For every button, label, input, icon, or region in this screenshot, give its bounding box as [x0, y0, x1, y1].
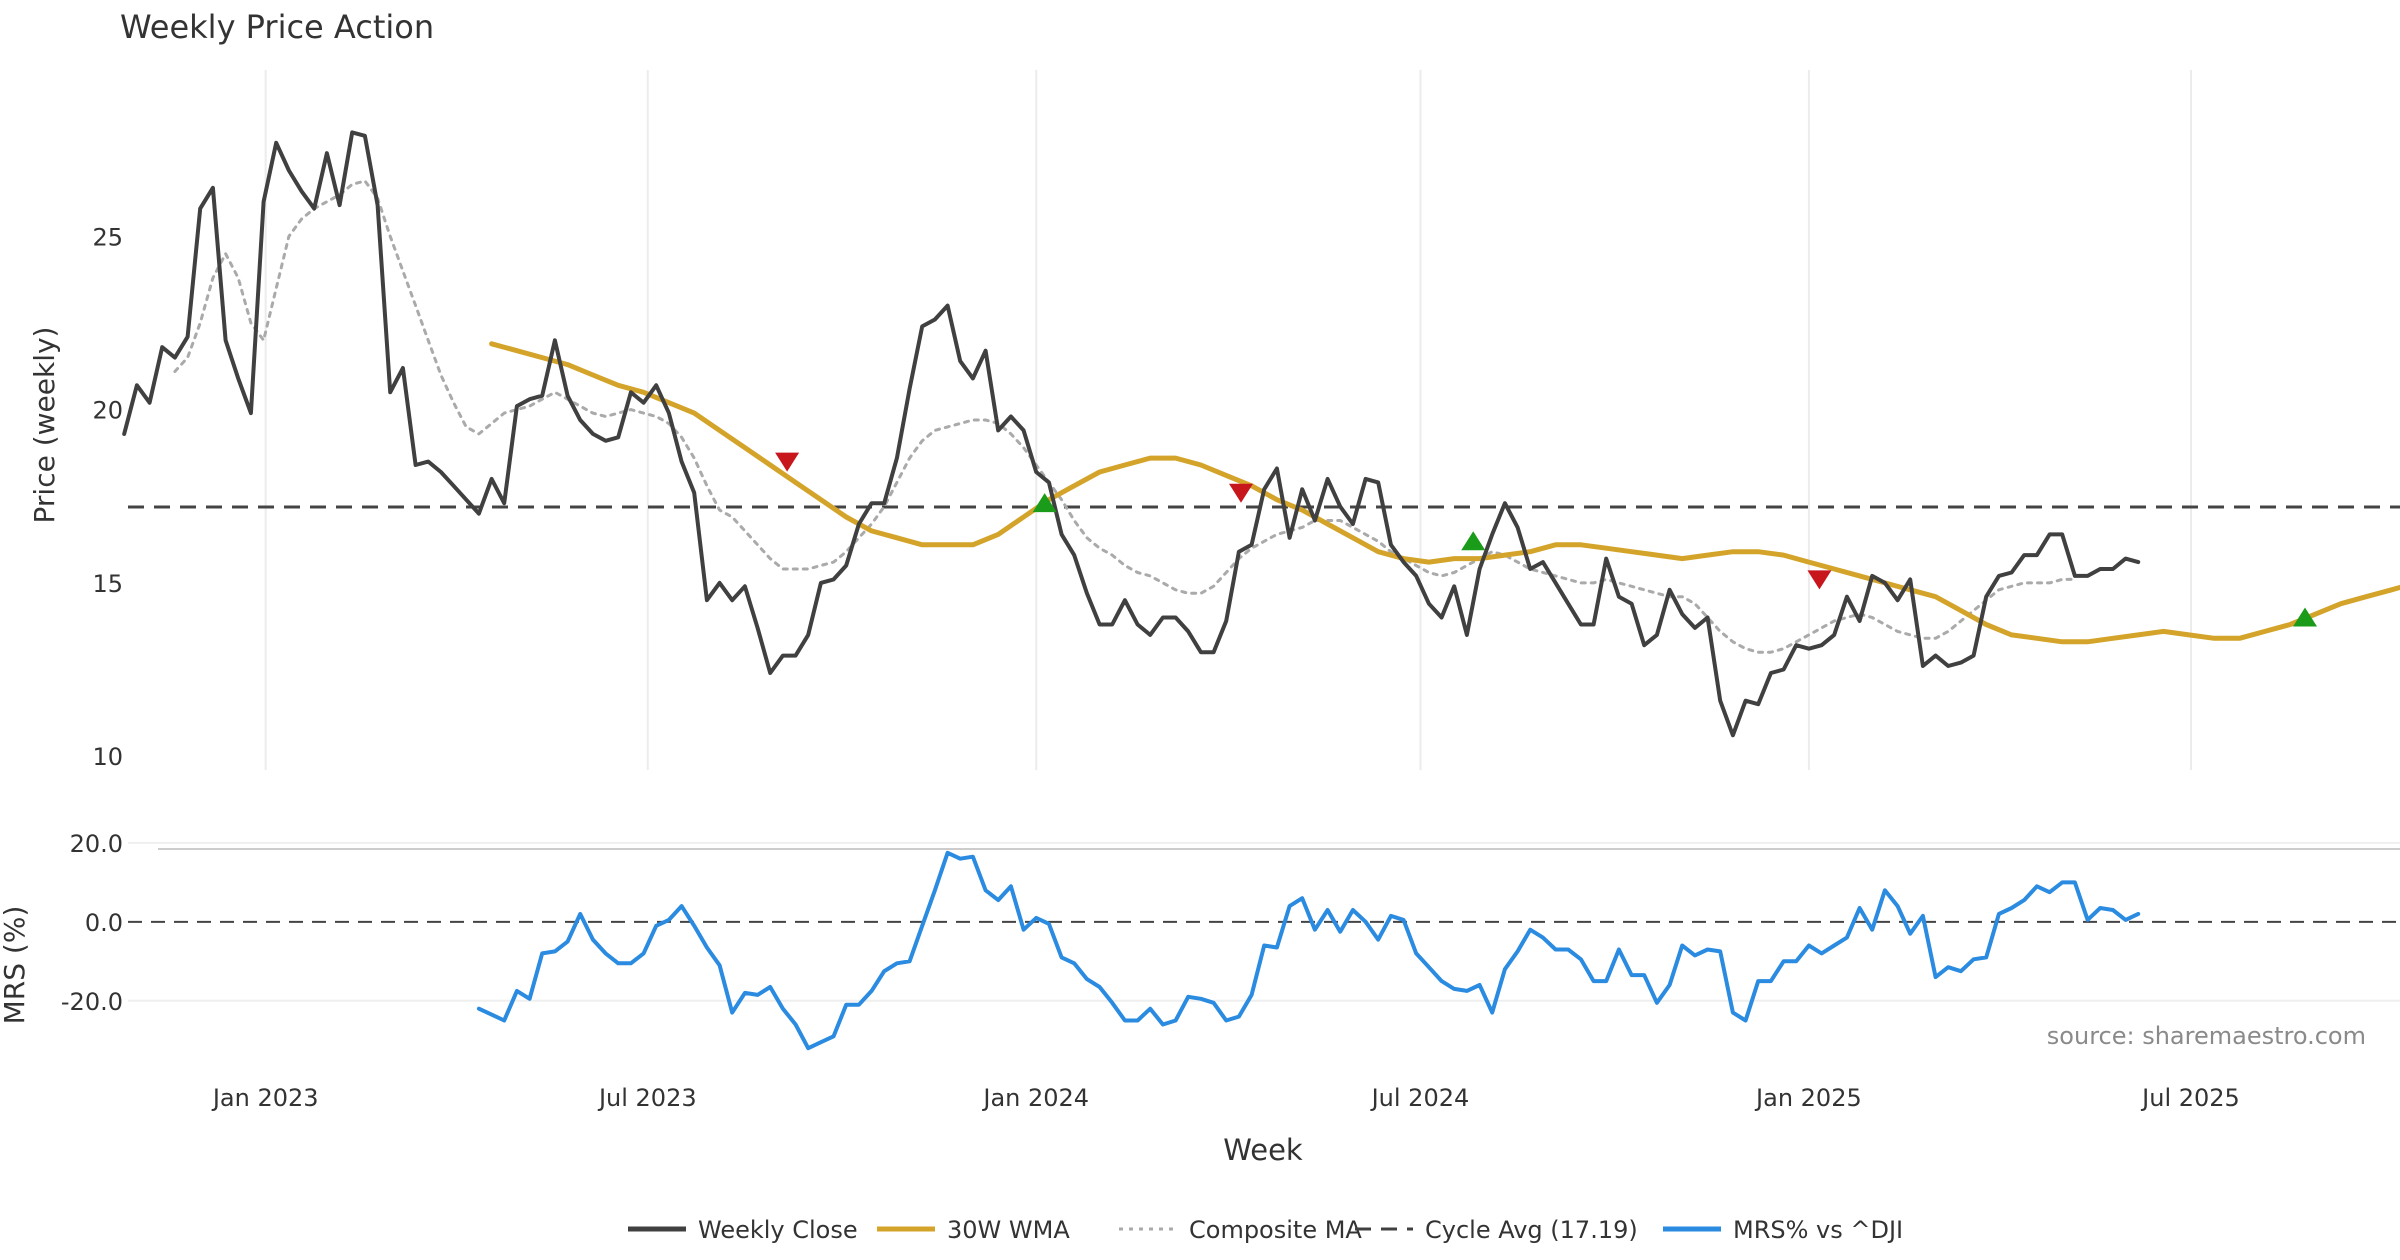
legend-label: Cycle Avg (17.19): [1425, 1216, 1638, 1244]
sell-signal-marker: [775, 452, 800, 472]
buy-signal-marker: [1032, 493, 1057, 513]
signal-markers: [775, 452, 2317, 627]
sell-signal-marker: [1807, 570, 1832, 590]
buy-signal-marker: [1461, 531, 1486, 551]
mrs-y-axis-label: MRS (%): [0, 906, 31, 1025]
mrs-series: [476, 850, 2141, 1051]
mrs-y-tick-label: 20.0: [70, 830, 123, 858]
price-grid: [264, 70, 2192, 770]
x-tick-label: Jan 2023: [211, 1084, 319, 1112]
legend: Weekly Close 30W WMA Composite MA Cycle Avg…: [628, 1216, 1903, 1244]
x-tick-label: Jul 2023: [597, 1084, 697, 1112]
mrs-y-tick-label: -20.0: [61, 988, 123, 1016]
x-tick-label: Jul 2024: [1370, 1084, 1470, 1112]
legend-label: Composite MA: [1189, 1216, 1362, 1244]
chart-title: Weekly Price Action: [120, 8, 434, 46]
x-tick-label: Jan 2025: [1754, 1084, 1862, 1112]
legend-label: Weekly Close: [698, 1216, 858, 1244]
mrs-grid: [128, 841, 2400, 1002]
buy-signal-marker: [2293, 607, 2317, 627]
weekly-close-series: [122, 130, 2141, 738]
composite-ma-series: [173, 179, 2077, 654]
x-axis-label: Week: [1223, 1133, 1303, 1167]
x-ticks: Jan 2023 Jul 2023 Jan 2024 Jul 2024 Jan 2025…: [211, 1084, 2240, 1112]
wma-30w-series: [489, 341, 2400, 645]
x-tick-label: Jul 2025: [2140, 1084, 2240, 1112]
sell-signal-marker: [1229, 483, 1253, 503]
legend-label: MRS% vs ^DJI: [1733, 1216, 1903, 1244]
price-y-tick-label: 25: [92, 223, 123, 251]
legend-label: 30W WMA: [947, 1216, 1070, 1244]
price-y-tick-label: 20: [92, 397, 123, 425]
mrs-y-ticks: -20.0 0.0 20.0: [61, 830, 123, 1016]
series-layer: [122, 130, 2400, 1051]
source-annotation: source: sharemaestro.com: [2047, 1022, 2366, 1050]
price-y-axis-label: Price (weekly): [28, 327, 61, 524]
mrs-y-tick-label: 0.0: [85, 909, 123, 937]
price-y-ticks: 10 15 20 25: [92, 223, 123, 771]
price-y-tick-label: 15: [92, 570, 123, 598]
price-y-tick-label: 10: [92, 743, 123, 771]
x-tick-label: Jan 2024: [981, 1084, 1089, 1112]
